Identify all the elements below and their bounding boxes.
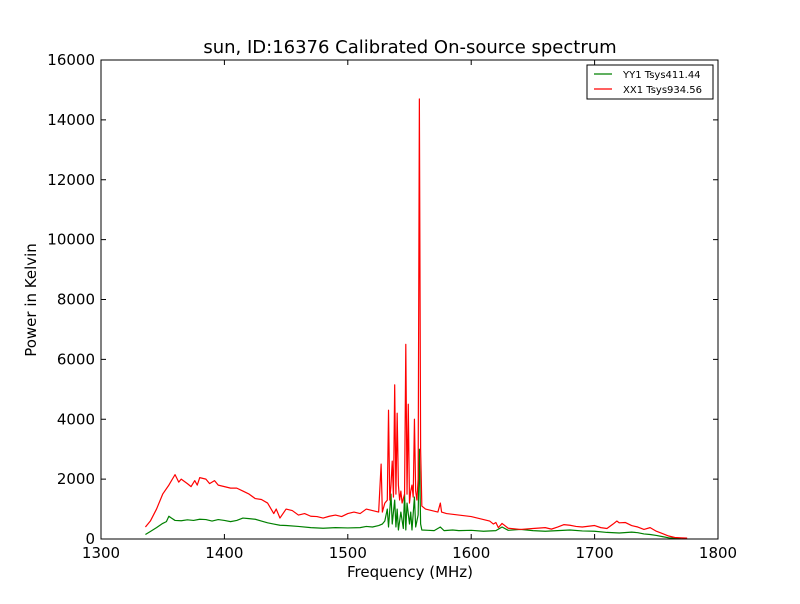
x-tick-label: 1800 [699,544,737,562]
tick-layer: 1300 1400 1500 1600 1700 1800 0 2000 4000 6000 800… [47,51,737,562]
y-tick-label: 10000 [47,231,95,249]
y-axis-label: Power in Kelvin [22,243,40,357]
y-tick-label: 14000 [47,111,95,129]
plot-frame [100,59,719,540]
y-tick-label: 2000 [57,470,95,488]
x-tick-label: 1700 [576,544,614,562]
x-tick-label: 1300 [82,544,120,562]
legend-label-xx1: XX1 Tsys934.56 [623,85,702,96]
chart-title: sun, ID:16376 Calibrated On-source spect… [203,37,616,58]
y-tick-label: 4000 [57,410,95,428]
y-tick-label: 0 [85,530,95,548]
x-tick-label: 1600 [452,544,490,562]
series-line-yy1 [145,448,688,540]
y-tick-label: 16000 [47,51,95,69]
legend-box [586,64,714,100]
legend: YY1 Tsys411.44 XX1 Tsys934.56 [586,64,714,100]
series-layer [144,98,688,540]
y-tick-label: 6000 [57,350,95,368]
y-tick-label: 8000 [57,291,95,309]
x-axis-label: Frequency (MHz) [347,563,473,581]
x-tick-label: 1400 [205,544,243,562]
y-tick-label: 12000 [47,171,95,189]
x-tick-label: 1500 [329,544,367,562]
series-line-xx1 [144,98,688,539]
legend-label-yy1: YY1 Tsys411.44 [622,70,701,81]
